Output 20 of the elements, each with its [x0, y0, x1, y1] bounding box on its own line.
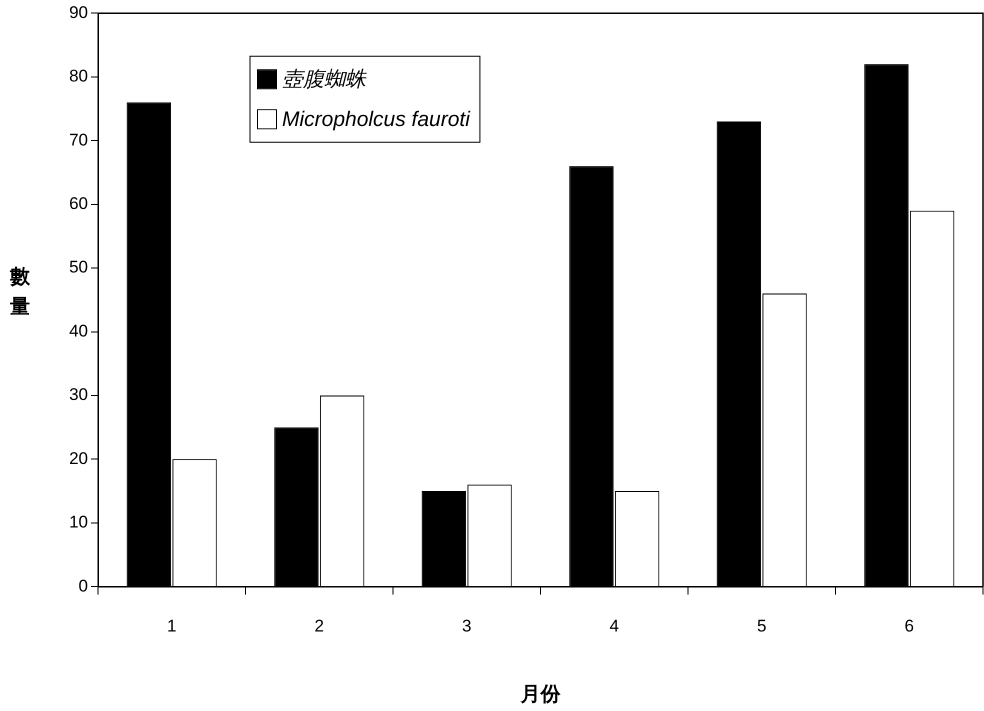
y-tick-label: 60	[69, 194, 88, 214]
y-tick-label: 10	[69, 512, 88, 532]
x-axis-title: 月份	[520, 684, 562, 706]
x-tick-label: 5	[757, 616, 766, 636]
y-tick-label: 0	[78, 576, 88, 596]
legend-label: Micropholcus fauroti	[282, 108, 472, 132]
x-tick-label: 2	[314, 616, 324, 636]
y-tick-label: 90	[69, 2, 88, 22]
y-axis-title: 數量	[10, 265, 30, 320]
legend-label: 壺腹蜘蛛	[282, 68, 367, 92]
x-tick-label: 4	[610, 616, 619, 636]
x-tick-label: 1	[167, 616, 176, 636]
y-tick-label: 80	[69, 66, 88, 86]
x-tick-label: 6	[904, 616, 914, 636]
y-tick-label: 20	[69, 448, 88, 468]
x-tick-label: 3	[462, 616, 472, 636]
y-tick-label: 70	[69, 130, 88, 150]
y-tick-label: 30	[69, 385, 88, 404]
y-tick-label: 50	[69, 258, 88, 277]
y-tick-label: 40	[69, 321, 88, 340]
